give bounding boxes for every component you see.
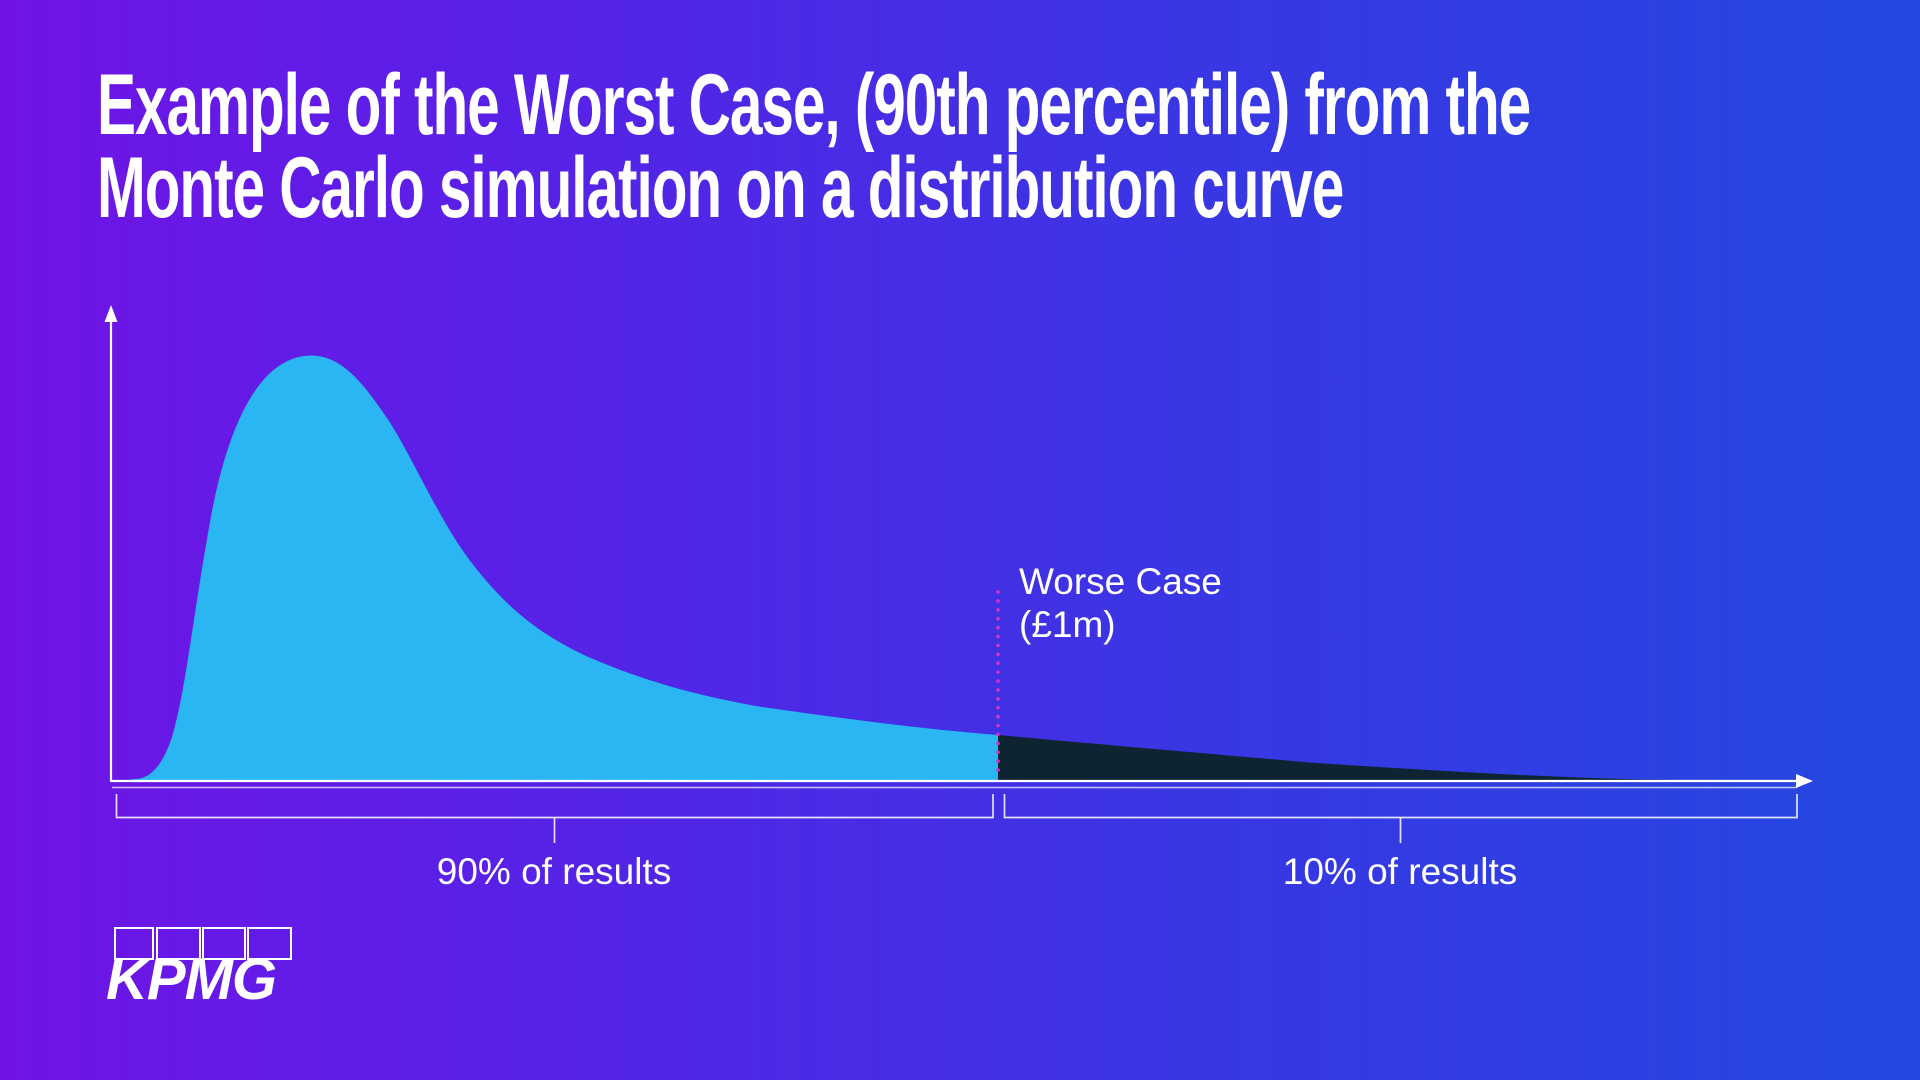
kpmg-logo-box-4 [247, 927, 292, 960]
kpmg-logo-box-3 [202, 927, 246, 960]
right-bracket [1003, 794, 1798, 819]
page-title: Example of the Worst Case, (90th percent… [97, 57, 1531, 236]
kpmg-logo: KPMG [106, 927, 292, 1009]
worse-case-annotation-line-1: Worse Case [1019, 561, 1222, 602]
distribution-curve-90pct-area [127, 355, 998, 781]
page-title-line-1: Example of the Worst Case, (90th percent… [97, 57, 1531, 153]
kpmg-logo-box-2 [156, 927, 201, 960]
worse-case-annotation: Worse Case (£1m) [1019, 560, 1222, 646]
right-bracket-label: 10% of results [1282, 851, 1518, 892]
worse-case-annotation-line-2: (£1m) [1019, 604, 1116, 645]
left-bracket-label: 90% of results [436, 851, 672, 892]
y-axis-arrowhead-icon [104, 305, 118, 322]
kpmg-logo-box-1 [114, 927, 154, 960]
distribution-tail-10pct-area [998, 735, 1795, 781]
left-bracket [115, 794, 994, 819]
x-axis-arrowhead-icon [1796, 774, 1813, 788]
page-title-line-2: Monte Carlo simulation on a distribution… [97, 140, 1344, 236]
kpmg-logo-boxes [114, 927, 292, 960]
kpmg-logo-wordmark: KPMG [106, 947, 276, 1009]
